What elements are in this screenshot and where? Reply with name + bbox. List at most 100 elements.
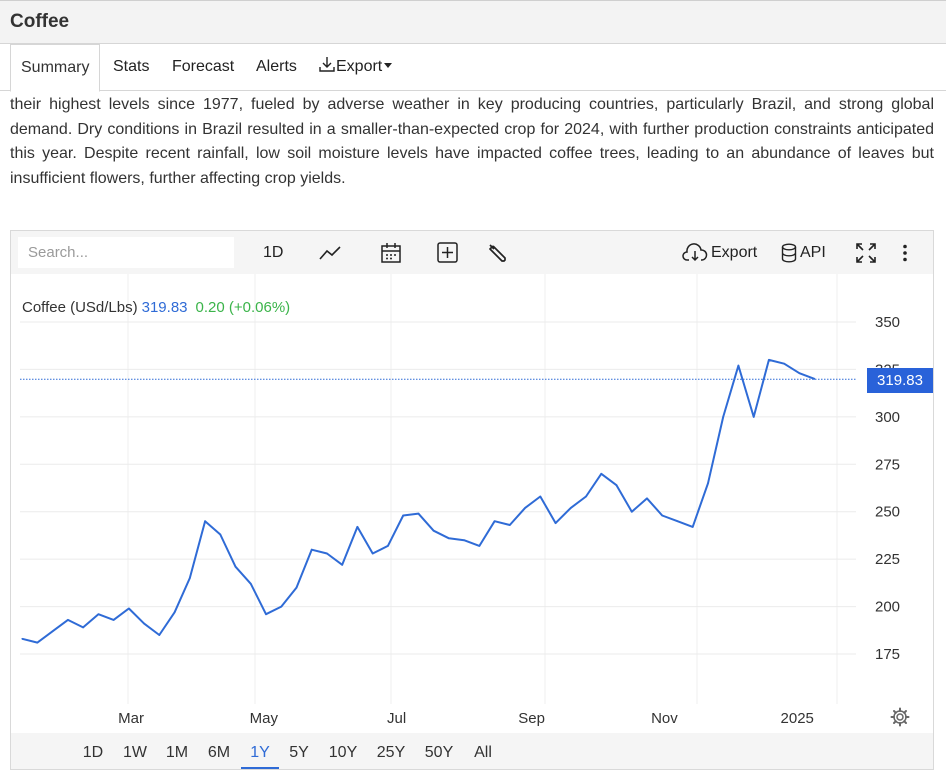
tab-export[interactable]: Export — [318, 44, 393, 91]
y-tick-label: 200 — [875, 599, 900, 616]
calendar-icon — [381, 242, 401, 263]
range-1d[interactable]: 1D — [82, 744, 104, 761]
price-point — [493, 520, 496, 522]
y-tick-label: 175 — [875, 646, 900, 663]
price-point — [631, 510, 633, 513]
y-tick-label: 350 — [875, 314, 900, 331]
price-point — [554, 522, 557, 524]
price-chart[interactable]: 175200225250275300325350MarMayJulSepNov2… — [11, 274, 933, 733]
range-all[interactable]: All — [474, 744, 492, 761]
range-1y[interactable]: 1Y — [241, 733, 279, 769]
price-point — [417, 512, 420, 515]
price-point — [539, 495, 542, 498]
search-input[interactable] — [18, 237, 234, 268]
price-point — [768, 359, 770, 361]
plus-square-icon — [437, 242, 458, 263]
database-icon — [781, 243, 797, 262]
export-label: Export — [711, 243, 758, 261]
price-point — [478, 545, 481, 547]
x-tick-label: Mar — [118, 710, 144, 727]
gear-icon[interactable] — [890, 707, 910, 727]
range-5y[interactable]: 5Y — [289, 744, 309, 761]
interval-button[interactable]: 1D — [263, 243, 284, 261]
export-button[interactable]: Export — [682, 231, 757, 274]
tab-alerts[interactable]: Alerts — [256, 58, 297, 75]
price-point — [448, 537, 450, 540]
page-title: Coffee — [10, 11, 70, 32]
price-point — [371, 552, 374, 555]
settings-tool-button[interactable] — [486, 231, 508, 274]
price-point — [326, 552, 328, 555]
caret-down-icon — [384, 63, 393, 68]
range-1w[interactable]: 1W — [123, 744, 147, 761]
price-point — [615, 484, 618, 486]
more-vertical-icon — [903, 244, 907, 261]
cloud-download-icon — [682, 242, 708, 261]
price-point — [219, 533, 222, 536]
y-tick-label: 300 — [875, 409, 900, 426]
more-menu-button[interactable] — [901, 231, 909, 274]
price-point — [524, 507, 526, 509]
price-point — [600, 473, 603, 475]
price-point — [204, 520, 206, 522]
price-point — [707, 482, 709, 485]
price-series-line — [21, 358, 815, 644]
price-point — [356, 526, 359, 528]
legend-change: 0.20 (+0.06%) — [195, 299, 291, 316]
download-icon — [319, 57, 335, 72]
price-point — [189, 577, 191, 579]
fullscreen-icon — [856, 242, 876, 263]
price-point — [295, 586, 298, 589]
app-titlebar: Coffee — [0, 0, 946, 44]
wrench-icon — [489, 243, 506, 262]
price-point — [112, 619, 115, 621]
range-6m[interactable]: 6M — [207, 744, 231, 761]
range-50y[interactable]: 50Y — [424, 744, 454, 761]
price-point — [570, 507, 572, 509]
chart-legend: Coffee (USd/Lbs) 319.83 0.20 (+0.06%) — [22, 299, 290, 316]
legend-price: 319.83 — [141, 299, 188, 316]
price-point — [402, 514, 405, 517]
fullscreen-button[interactable] — [855, 231, 877, 274]
x-tick-label: Sep — [518, 710, 545, 727]
api-button[interactable]: API — [781, 231, 826, 274]
price-point — [158, 634, 161, 636]
price-point — [722, 416, 724, 418]
last-price-tag: 319.83 — [867, 368, 933, 393]
y-tick-label: 275 — [875, 456, 900, 473]
price-point — [143, 622, 145, 625]
range-10y[interactable]: 10Y — [328, 744, 358, 761]
tab-forecast[interactable]: Forecast — [172, 58, 235, 75]
price-point — [128, 607, 130, 610]
tab-summary[interactable]: Summary — [10, 44, 101, 92]
date-range-button[interactable] — [380, 231, 402, 274]
price-point — [432, 529, 435, 532]
price-point — [21, 638, 23, 640]
legend-series-name: Coffee (USd/Lbs) — [22, 299, 138, 316]
add-indicator-button[interactable] — [437, 231, 458, 274]
chart-toolbar: 1D — [11, 231, 933, 274]
api-label: API — [800, 243, 826, 261]
price-point — [97, 613, 100, 615]
price-point — [752, 416, 755, 418]
chart-widget: 1D — [10, 230, 934, 770]
price-point — [585, 495, 587, 498]
price-point — [691, 526, 694, 528]
tab-stats[interactable]: Stats — [113, 58, 150, 75]
article-text: their highest levels since 1977, fueled … — [10, 96, 934, 187]
price-point — [280, 605, 283, 608]
tab-export-label: Export — [336, 58, 383, 75]
range-25y[interactable]: 25Y — [376, 744, 406, 761]
price-point — [813, 378, 816, 380]
y-tick-label: 250 — [875, 504, 900, 521]
chart-type-button[interactable] — [319, 231, 341, 274]
price-point — [737, 364, 740, 367]
price-point — [798, 372, 801, 374]
tab-bar: Summary Stats Forecast Alerts Export — [0, 44, 946, 92]
x-tick-label: Nov — [651, 710, 678, 727]
range-1m[interactable]: 1M — [165, 744, 189, 761]
x-tick-label: May — [250, 710, 279, 727]
price-point — [676, 520, 679, 522]
range-selector: 1D 1W 1M 6M 1Y 5Y 10Y 25Y 50Y All — [11, 733, 933, 769]
price-point — [310, 548, 313, 551]
